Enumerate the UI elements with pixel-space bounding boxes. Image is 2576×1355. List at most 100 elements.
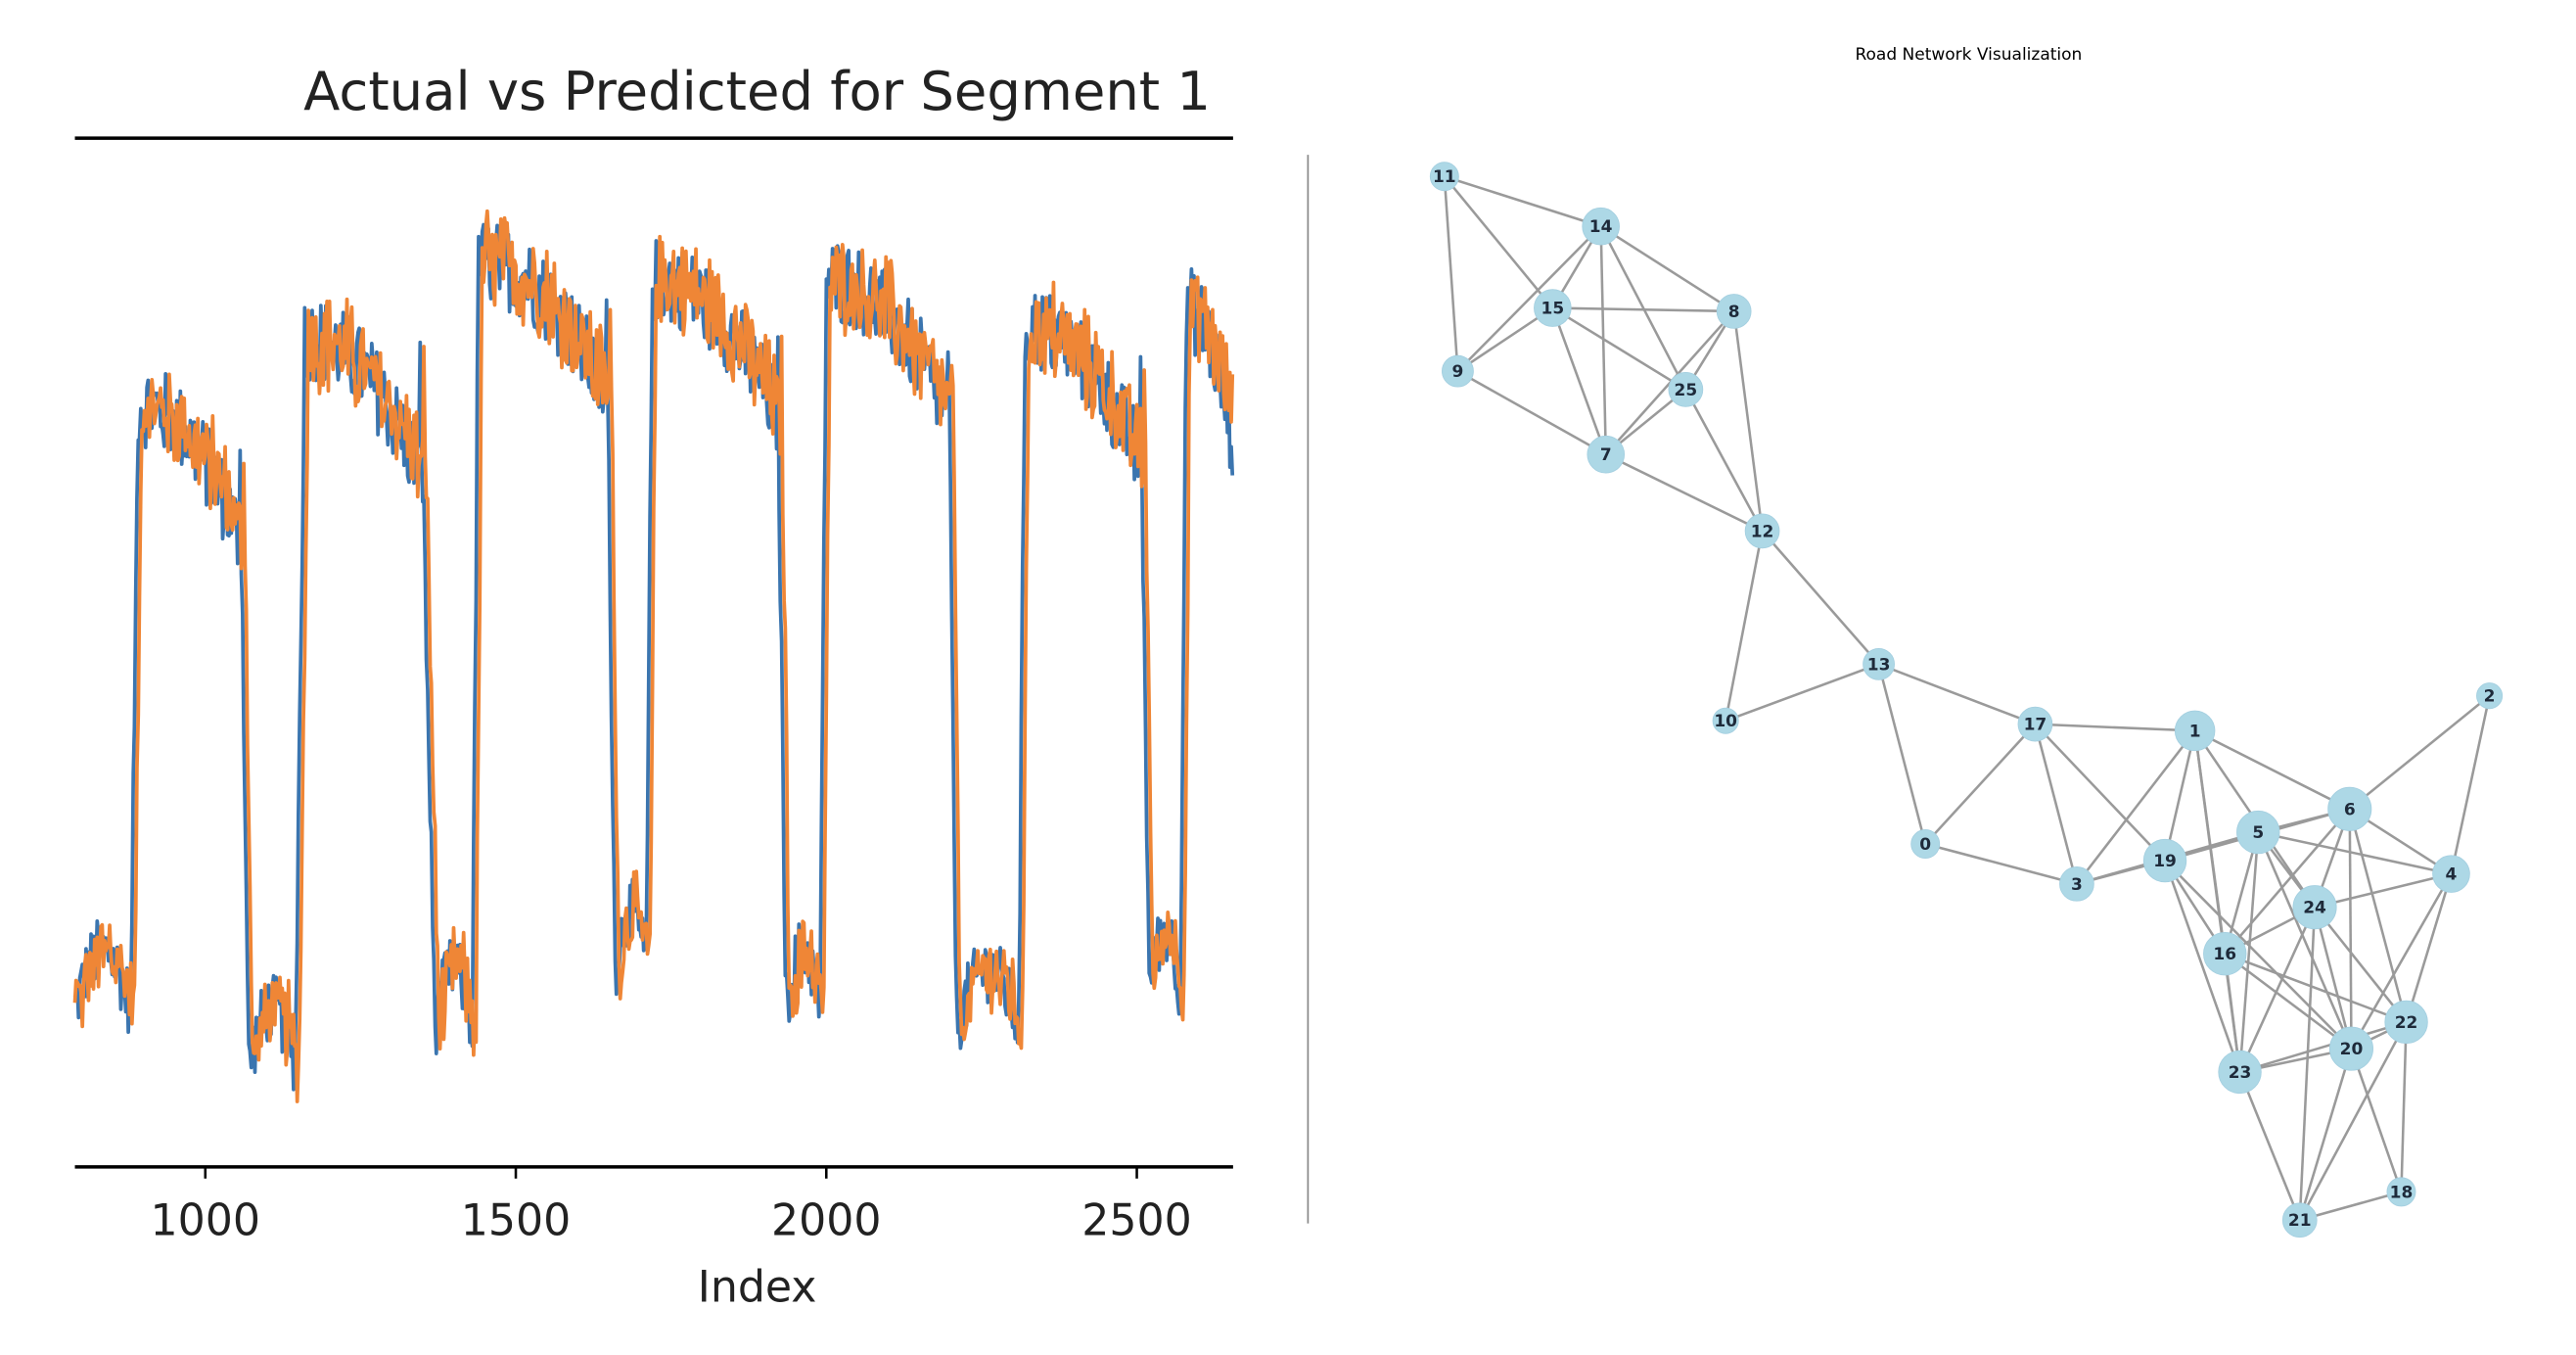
network-node-label: 12 xyxy=(1751,522,1774,541)
x-axis-label: Index xyxy=(698,1263,817,1313)
network-edge xyxy=(2257,831,2353,1050)
network-node-label: 19 xyxy=(2153,852,2177,871)
network-edge xyxy=(2238,907,2317,1073)
network-edge xyxy=(2034,724,2079,885)
network-edge xyxy=(1732,310,1764,532)
network-node-label: 17 xyxy=(2024,716,2047,735)
network-node-label: 25 xyxy=(1675,381,1698,400)
network-edge xyxy=(2224,953,2353,1051)
network-node-label: 15 xyxy=(1541,299,1565,318)
network-edge xyxy=(2450,695,2491,874)
network-node-label: 20 xyxy=(2340,1040,2364,1059)
network-edge xyxy=(1605,453,1764,533)
network-edge xyxy=(2313,907,2353,1050)
network-edge xyxy=(2224,953,2408,1024)
x-tick-label: 1000 xyxy=(151,1196,260,1246)
network-node xyxy=(1716,294,1752,329)
network-edge xyxy=(2314,872,2452,909)
network-node xyxy=(1587,435,1626,474)
network-node xyxy=(2059,865,2094,902)
network-edge xyxy=(2348,694,2491,811)
network-node xyxy=(2476,682,2504,710)
network-node xyxy=(1582,207,1620,246)
network-node xyxy=(1668,372,1704,407)
network-edge xyxy=(1444,175,1602,228)
network-node xyxy=(2432,855,2470,893)
network-node xyxy=(1712,707,1739,734)
network-edge xyxy=(1551,306,1687,391)
network-node-label: 0 xyxy=(1919,835,1931,855)
network-edge xyxy=(2314,906,2408,1023)
network-edge xyxy=(1551,307,1607,455)
network-node-label: 24 xyxy=(2303,899,2326,918)
network-node-label: 23 xyxy=(2229,1063,2252,1083)
network-node xyxy=(1429,162,1459,192)
network-node xyxy=(2174,710,2216,752)
network-node-label: 5 xyxy=(2252,823,2264,843)
network-node-label: 1 xyxy=(2189,722,2201,741)
network-edge xyxy=(2298,1048,2353,1221)
network-node xyxy=(2236,810,2280,855)
network-edge xyxy=(1761,530,1880,666)
network-edge xyxy=(1877,664,1927,845)
series-group xyxy=(72,209,1235,1103)
edge-group xyxy=(1443,175,2491,1222)
network-title: Road Network Visualization xyxy=(1855,45,2082,65)
network-edge xyxy=(1456,225,1602,373)
network-edge xyxy=(1552,306,1734,313)
network-node-label: 8 xyxy=(1728,303,1740,322)
network-edge xyxy=(2298,1021,2408,1221)
network-node xyxy=(2281,1202,2318,1238)
network-panel: Road Network Visualization 0123456789101… xyxy=(1429,45,2504,1238)
network-edge xyxy=(2350,1048,2403,1192)
network-edge xyxy=(2239,1020,2407,1074)
network-node xyxy=(2203,932,2247,976)
network-node-label: 4 xyxy=(2446,865,2458,885)
network-edge xyxy=(2257,830,2452,875)
network-edge xyxy=(2348,809,2353,1050)
node-group: 0123456789101112131415161718192021222324… xyxy=(1429,162,2504,1238)
network-edge xyxy=(1456,306,1554,373)
network-node xyxy=(2384,1000,2428,1045)
network-edge xyxy=(2075,729,2196,885)
network-node-label: 3 xyxy=(2071,875,2083,895)
network-edge xyxy=(1599,225,1687,391)
network-edge xyxy=(2348,808,2408,1023)
network-node-label: 9 xyxy=(1452,362,1464,382)
line-chart-panel: Actual vs Predicted for Segment 1 1000 15… xyxy=(72,61,1235,1313)
network-node-label: 14 xyxy=(1589,217,1613,237)
network-edge xyxy=(2034,723,2166,862)
network-edge xyxy=(1599,225,1735,313)
network-node xyxy=(2142,838,2187,883)
series-predicted-line xyxy=(72,209,1235,1103)
network-node-label: 13 xyxy=(1867,655,1891,675)
x-tick-label: 2500 xyxy=(1081,1196,1191,1246)
network-edge xyxy=(1878,663,2036,725)
network-node xyxy=(2386,1177,2416,1207)
x-tick-label: 1500 xyxy=(461,1196,571,1246)
network-edge xyxy=(2164,860,2353,1051)
network-edge xyxy=(1924,842,2078,886)
network-edge xyxy=(1724,531,1764,722)
network-edge xyxy=(2350,872,2453,1050)
network-edge xyxy=(2298,907,2317,1221)
network-node-label: 10 xyxy=(1714,712,1737,731)
network-edge xyxy=(2238,1071,2301,1221)
network-edge xyxy=(1443,175,1554,309)
network-node-label: 2 xyxy=(2484,687,2496,707)
network-node-label: 22 xyxy=(2395,1013,2418,1033)
network-edge xyxy=(2194,729,2351,811)
network-node xyxy=(2017,706,2053,742)
network-node-label: 11 xyxy=(1433,167,1456,187)
x-tick-group: 1000 1500 2000 2500 xyxy=(151,1166,1192,1246)
network-node xyxy=(1863,647,1895,680)
network-node-label: 6 xyxy=(2344,800,2356,819)
network-node xyxy=(1744,513,1780,549)
network-edge xyxy=(1924,723,2037,845)
network-node xyxy=(2328,1026,2373,1071)
network-node xyxy=(1910,829,1941,859)
network-node-label: 7 xyxy=(1600,445,1612,465)
network-node-label: 16 xyxy=(2213,945,2236,964)
network-edge xyxy=(1456,370,1607,456)
